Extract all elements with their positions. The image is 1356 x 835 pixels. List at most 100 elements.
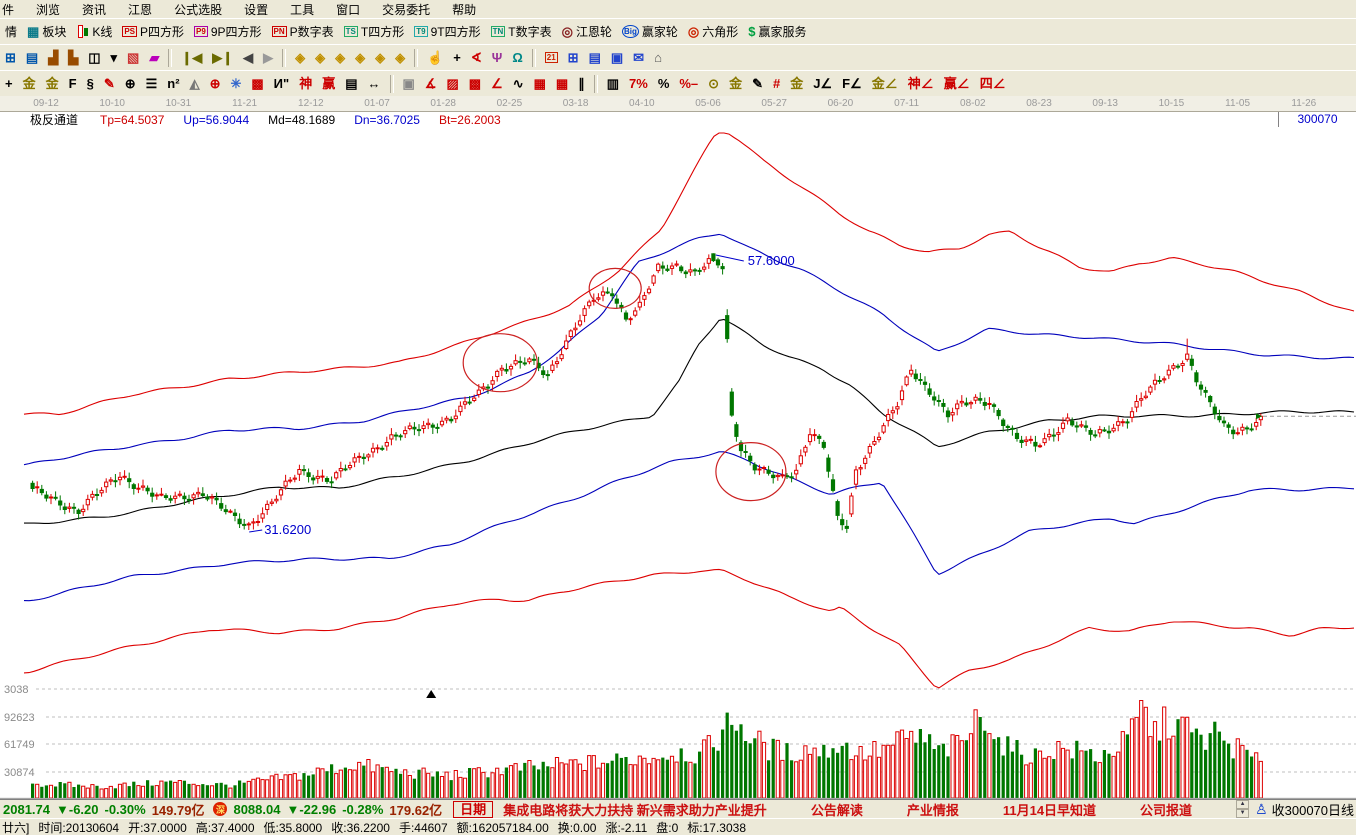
tool-calendar[interactable]: 21 bbox=[540, 47, 563, 68]
tool-window-layout[interactable]: ⊞ bbox=[0, 47, 21, 68]
view-button-winner-service[interactable]: $ 赢家服务 bbox=[743, 21, 811, 42]
draw-si-angle[interactable]: 四∠ bbox=[975, 73, 1011, 94]
draw-percent[interactable]: % bbox=[653, 73, 675, 94]
tool-diamond-vertical[interactable]: ◈ bbox=[370, 47, 390, 68]
draw-circle-gauge[interactable]: ⊕ bbox=[120, 73, 141, 94]
tool-remote-service[interactable]: ⌂ bbox=[649, 47, 667, 68]
draw-mirror-angle[interactable]: ◭ bbox=[185, 73, 205, 94]
draw-spiral[interactable]: § bbox=[82, 73, 99, 94]
draw-red-grid-b[interactable]: ▦ bbox=[529, 73, 551, 94]
tool-save[interactable]: ▣ bbox=[606, 47, 628, 68]
menu-item-trade[interactable]: 交易委托 bbox=[382, 2, 431, 17]
stock-chart[interactable]: 3038 92623 61749 30874 57.6000 31.6200 bbox=[0, 127, 1356, 799]
draw-gold-line[interactable]: 金 bbox=[724, 73, 747, 94]
tool-diamond-horizontal[interactable]: ◈ bbox=[330, 47, 350, 68]
view-button-quote[interactable]: 情 bbox=[0, 21, 22, 42]
draw-fan-lines[interactable]: ∡ bbox=[420, 73, 442, 94]
draw-zigzag[interactable]: ∿ bbox=[508, 73, 529, 94]
view-button-kline[interactable]: K线 bbox=[71, 21, 117, 42]
tool-info-view[interactable]: ▤ bbox=[21, 47, 43, 68]
view-button-p-square[interactable]: PS P四方形 bbox=[117, 21, 189, 42]
spinner-up-icon[interactable]: ▲ bbox=[1236, 800, 1250, 809]
draw-square-web[interactable]: ▩ bbox=[246, 73, 268, 94]
view-button-p-table[interactable]: PN P数字表 bbox=[267, 21, 339, 42]
tool-mail-web[interactable]: ✉ bbox=[628, 47, 649, 68]
draw-pen-marker[interactable]: ✎ bbox=[99, 73, 120, 94]
tool-bars-3[interactable]: ▟ bbox=[43, 47, 63, 68]
draw-weave-box[interactable]: ▩ bbox=[464, 73, 486, 94]
tool-diamond-right[interactable]: ◈ bbox=[310, 47, 330, 68]
tool-angle-measure[interactable]: ∢ bbox=[466, 47, 487, 68]
chart-area[interactable]: 极反通道 Tp=64.5037 Up=56.9044 Md=48.1689 Dn=36… bbox=[0, 112, 1356, 799]
tool-candle-type[interactable]: ◫ bbox=[83, 47, 105, 68]
menu-item-help[interactable]: 帮助 bbox=[452, 2, 477, 17]
draw-ruler-123[interactable]: ▤ bbox=[340, 73, 362, 94]
ticker-date-button[interactable]: 日期 bbox=[453, 800, 494, 818]
draw-target-circle[interactable]: ⊕ bbox=[205, 73, 226, 94]
view-button-sectors[interactable]: ▦ 板块 bbox=[22, 21, 71, 42]
draw-shen-tool[interactable]: 神 bbox=[294, 73, 317, 94]
draw-shen-angle[interactable]: 神∠ bbox=[903, 73, 939, 94]
menu-item-news[interactable]: 资讯 bbox=[82, 2, 107, 17]
draw-f-angle[interactable]: F∠ bbox=[837, 73, 867, 94]
tool-gann-shape[interactable]: Ψ bbox=[487, 47, 508, 68]
tool-diamond-left[interactable]: ◈ bbox=[290, 47, 310, 68]
view-button-t-table[interactable]: TN T数字表 bbox=[486, 21, 557, 42]
draw-h-measure[interactable]: ↔ bbox=[363, 73, 386, 94]
draw-ying-tool[interactable]: 赢 bbox=[317, 73, 340, 94]
news-item-3[interactable]: 11月14日早知道 bbox=[1002, 802, 1097, 818]
tool-first-screen[interactable]: ❙◀ bbox=[176, 47, 207, 68]
draw-frame-box[interactable]: ▣ bbox=[398, 73, 420, 94]
view-button-hexagon[interactable]: ◎ 六角形 bbox=[683, 21, 743, 42]
tool-bars-9[interactable]: ▙ bbox=[63, 47, 83, 68]
draw-stats-123[interactable]: ▥ bbox=[602, 73, 624, 94]
news-item-1[interactable]: 公告解读 bbox=[810, 802, 863, 818]
draw-cross-line[interactable]: + bbox=[0, 73, 18, 94]
draw-star-web[interactable]: ✳ bbox=[225, 73, 246, 94]
menu-item-file[interactable]: 件 bbox=[2, 2, 15, 17]
tool-color-chart[interactable]: ▰ bbox=[144, 47, 164, 68]
news-item-0[interactable]: 集成电路将获大力扶持 新兴需求助力产业提升 bbox=[503, 802, 767, 818]
view-button-9t-square[interactable]: T9 9T四方形 bbox=[409, 21, 485, 42]
tool-prev-bar[interactable]: ◀ bbox=[238, 47, 258, 68]
menu-item-tools[interactable]: 工具 bbox=[290, 2, 315, 17]
menu-item-gann[interactable]: 江恩 bbox=[128, 2, 153, 17]
tool-kline-style[interactable]: ▧ bbox=[122, 47, 144, 68]
tool-diamond-expand[interactable]: ◈ bbox=[390, 47, 410, 68]
tool-diamond-cross[interactable]: ◈ bbox=[350, 47, 370, 68]
draw-red-grid[interactable]: ▨ bbox=[441, 73, 463, 94]
draw-parallel-lines[interactable]: ∥ bbox=[573, 73, 590, 94]
tool-hand-tool[interactable]: ☝ bbox=[422, 47, 448, 68]
draw-gold-circle[interactable]: ⊙ bbox=[703, 73, 724, 94]
draw-percent-line[interactable]: %– bbox=[674, 73, 703, 94]
draw-angle-pen[interactable]: ∠ bbox=[486, 73, 508, 94]
tool-diary[interactable]: ▤ bbox=[584, 47, 606, 68]
draw-fib-grid[interactable]: F bbox=[64, 73, 82, 94]
draw-n-square[interactable]: n² bbox=[162, 73, 184, 94]
view-button-winner-wheel[interactable]: Big 赢家轮 bbox=[617, 21, 683, 42]
draw-arrow-pen[interactable]: ✎ bbox=[747, 73, 768, 94]
draw-gold-angle[interactable]: 金∠ bbox=[867, 73, 903, 94]
view-button-gann-wheel[interactable]: ◎ 江恩轮 bbox=[557, 21, 617, 42]
news-item-2[interactable]: 产业情报 bbox=[906, 802, 959, 818]
news-item-4[interactable]: 公司报道 bbox=[1140, 802, 1193, 818]
spinner-down-icon[interactable]: ▼ bbox=[1236, 809, 1250, 818]
draw-n-wave[interactable]: И" bbox=[269, 73, 295, 94]
draw-ying-angle[interactable]: 赢∠ bbox=[939, 73, 975, 94]
draw-hash-mark[interactable]: # bbox=[768, 73, 785, 94]
tool-next-bar[interactable]: ▶ bbox=[258, 47, 278, 68]
draw-j-angle[interactable]: J∠ bbox=[808, 73, 837, 94]
tool-crosshair-tool[interactable]: + bbox=[448, 47, 466, 68]
menu-item-browse[interactable]: 浏览 bbox=[36, 2, 61, 17]
menu-item-settings[interactable]: 设置 bbox=[244, 2, 269, 17]
draw-gold-grid[interactable]: 金 bbox=[18, 73, 41, 94]
view-button-t-square[interactable]: TS T四方形 bbox=[339, 21, 410, 42]
draw-gold-char[interactable]: 金 bbox=[785, 73, 808, 94]
tool-candle-type-dropdown[interactable]: ▾ bbox=[106, 47, 123, 68]
draw-red-grid-c[interactable]: ▦ bbox=[551, 73, 573, 94]
tool-last-screen[interactable]: ▶❙ bbox=[207, 47, 238, 68]
menu-item-window[interactable]: 窗口 bbox=[336, 2, 361, 17]
tool-wave-shape[interactable]: Ω bbox=[507, 47, 527, 68]
stock-chart-canvas[interactable]: 3038 92623 61749 30874 57.6000 31.6200 bbox=[0, 127, 1356, 799]
view-button-9p-square[interactable]: P9 9P四方形 bbox=[189, 21, 266, 42]
